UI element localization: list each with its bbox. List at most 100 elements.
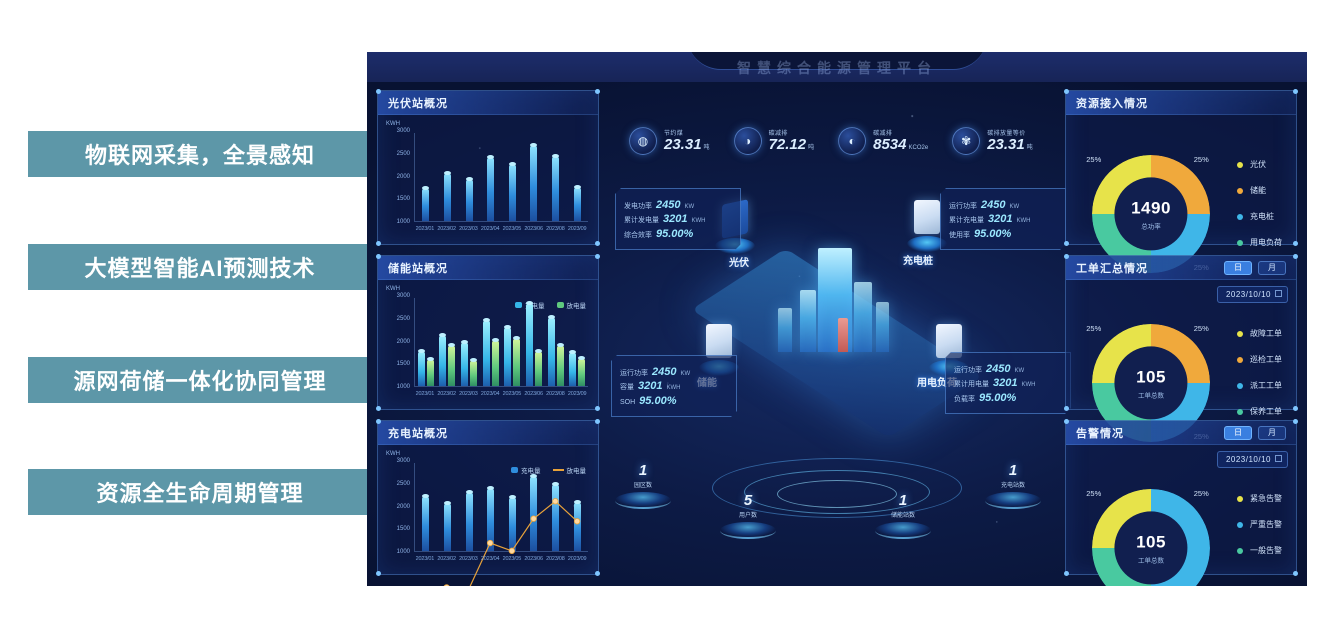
kpi-item: ◐ 碳减排 8534 KCO2e — [838, 118, 928, 164]
panel-pv-station: 光伏站概况 KWH 1000 1500 2000 2500 3000 2023/01 20… — [376, 89, 600, 246]
bar — [578, 355, 586, 386]
carbon-icon: ◐ — [838, 127, 867, 155]
legend-label: 紧急告警 — [1250, 494, 1282, 503]
legend-label: 光伏 — [1250, 160, 1266, 169]
tab-month[interactable]: 月 — [1258, 425, 1286, 440]
banner-integrated-management: 源网荷储一体化协同管理 — [28, 357, 386, 403]
legend-dot — [1237, 521, 1243, 528]
bar-group — [487, 133, 495, 221]
bar — [465, 490, 473, 551]
donut-legend: 光伏储能充电桩用电负荷 — [1237, 159, 1282, 248]
y-axis: 1000 1500 2000 2500 3000 — [386, 458, 412, 555]
city-illustration — [691, 248, 983, 438]
donut-value: 1490 — [1131, 198, 1171, 217]
x-tick-label: 2023/09 — [567, 556, 587, 562]
bar-group — [465, 133, 473, 221]
y-tick: 1500 — [396, 361, 410, 368]
bar-group — [530, 133, 538, 221]
panel-title: 储能站概况 — [388, 262, 448, 275]
legend-dot — [1237, 213, 1243, 220]
y-tick: 3000 — [396, 458, 410, 464]
y-tick: 1000 — [396, 549, 410, 555]
legend-dot — [1237, 239, 1243, 246]
kpi-value: 23.31 吨 — [664, 137, 710, 154]
calendar-icon — [1275, 290, 1282, 297]
bar-group — [573, 463, 581, 551]
legend-item[interactable]: 紧急告警 — [1237, 493, 1282, 504]
donut-legend: 紧急告警严重告警一般告警 — [1237, 493, 1282, 556]
info-unit: KW — [680, 370, 691, 377]
pod-base — [615, 492, 671, 509]
date-picker-work-order[interactable]: 2023/10/10 — [1216, 286, 1288, 303]
info-value: 3201 — [638, 380, 663, 392]
legend-item[interactable]: 严重告警 — [1237, 519, 1282, 530]
banner-iot-collection: 物联网采集，全景感知 — [28, 131, 386, 177]
legend-item[interactable]: 巡检工单 — [1237, 354, 1282, 365]
bar — [422, 494, 430, 551]
legend-item[interactable]: 光伏 — [1237, 159, 1282, 170]
kpi-value: 72.12 吨 — [769, 137, 815, 154]
info-value: 95.00% — [639, 394, 677, 407]
date-picker-alarm[interactable]: 2023/10/10 — [1216, 451, 1288, 468]
legend-item[interactable]: 派工工单 — [1237, 380, 1282, 391]
storage-cabinet-icon — [706, 324, 732, 358]
tab-month[interactable]: 月 — [1258, 260, 1286, 275]
pod-value: 1 — [638, 462, 648, 479]
banner-lifecycle-management: 资源全生命周期管理 — [28, 469, 386, 515]
panel-toolbar: 日 月 — [1224, 260, 1286, 275]
info-value: 2450 — [986, 362, 1011, 375]
legend-item[interactable]: 放电量 — [556, 300, 586, 310]
legend-dot — [1237, 161, 1243, 168]
bar — [504, 325, 512, 386]
donut-value: 105 — [1136, 367, 1166, 386]
bar — [426, 356, 434, 386]
tab-day[interactable]: 日 — [1224, 425, 1252, 440]
pod-value: 1 — [1008, 462, 1018, 479]
donut-percent-label: 25% — [1193, 489, 1209, 499]
bar — [417, 349, 425, 386]
legend-item[interactable]: 保养工单 — [1237, 406, 1282, 417]
pod-base — [720, 522, 776, 539]
panel-header: 告警情况 日 月 — [1066, 421, 1296, 445]
charging-pile-icon — [914, 200, 940, 234]
node-pad — [907, 236, 947, 252]
bar-group — [417, 298, 434, 386]
x-axis-labels: 2023/01 2023/02 2023/03 2023/04 2023/05 2023/… — [414, 556, 588, 568]
tab-day[interactable]: 日 — [1224, 260, 1252, 275]
legend-dot — [1237, 495, 1243, 502]
bar-group — [461, 298, 478, 386]
banner-label: 源网荷储一体化协同管理 — [73, 369, 327, 394]
bar — [573, 185, 581, 221]
plot-area — [414, 298, 588, 387]
building-2 — [800, 290, 816, 352]
x-tick-label: 2023/08 — [546, 391, 565, 397]
legend-item[interactable]: 用电负荷 — [1237, 237, 1282, 248]
x-tick-label: 2023/02 — [437, 391, 456, 397]
info-key: 发电功率 — [624, 202, 652, 210]
legend-dot — [1237, 356, 1243, 363]
co2-icon: ◑ — [733, 127, 762, 155]
halo-ring-inner — [777, 480, 897, 508]
bar — [461, 340, 469, 386]
tree-icon: ✾ — [952, 127, 981, 155]
y-tick: 1500 — [396, 196, 410, 203]
halo-ring-mid — [744, 470, 930, 514]
legend-item[interactable]: 充电桩 — [1237, 211, 1282, 222]
legend-item[interactable]: 一般告警 — [1237, 545, 1282, 556]
bar — [525, 301, 533, 386]
donut-center: 105 工单总数 — [1114, 346, 1188, 420]
legend-item[interactable]: 储能 — [1237, 185, 1282, 196]
kpi-number: 23.31 — [664, 136, 702, 154]
legend-item[interactable]: 充电量 — [515, 300, 545, 310]
x-tick-label: 2023/06 — [524, 556, 543, 562]
kpi-label: 碳排放量等价 — [987, 131, 1026, 138]
bar-group — [465, 463, 473, 551]
legend-item[interactable]: 放电量 — [552, 465, 586, 475]
legend-item[interactable]: 充电量 — [511, 465, 541, 475]
building-5 — [876, 302, 889, 352]
chart-legend: 充电量 放电量 — [511, 465, 586, 475]
x-tick-label: 2023/01 — [415, 391, 435, 397]
legend-item[interactable]: 故障工单 — [1237, 328, 1282, 339]
donut-resource-access: 1490 总功率 25%25%25%25% — [1086, 155, 1210, 273]
kpi-unit: 吨 — [703, 145, 710, 152]
